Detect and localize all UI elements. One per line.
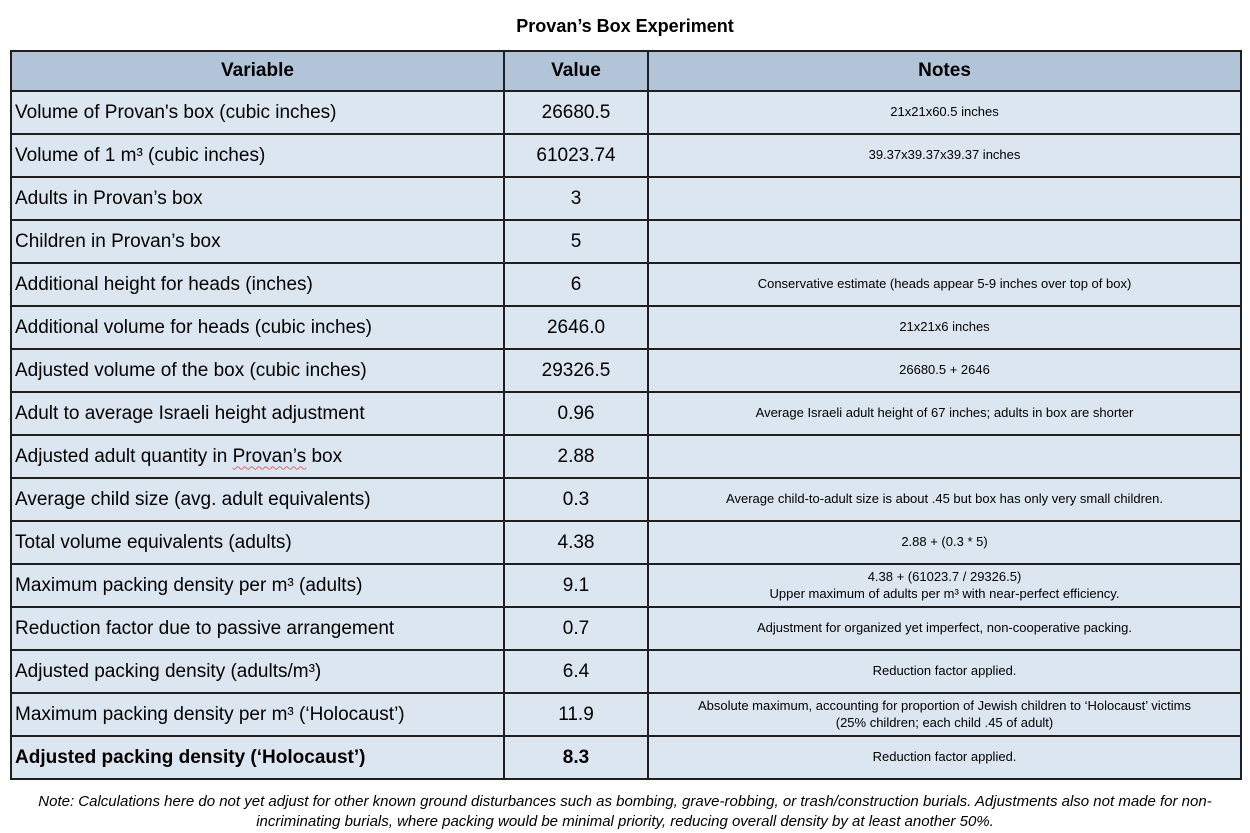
value-cell: 5 bbox=[503, 219, 649, 264]
value-cell: 6.4 bbox=[503, 649, 649, 694]
note-cell bbox=[647, 176, 1242, 221]
value-cell: 26680.5 bbox=[503, 90, 649, 135]
table-row: Additional volume for heads (cubic inche… bbox=[10, 305, 1242, 350]
value-cell: 0.3 bbox=[503, 477, 649, 522]
variable-cell: Adjusted volume of the box (cubic inches… bbox=[10, 348, 505, 393]
table-row: Maximum packing density per m³ (‘Holocau… bbox=[10, 692, 1242, 737]
value-cell: 4.38 bbox=[503, 520, 649, 565]
misspelled-word: Provan’s bbox=[232, 445, 307, 467]
note-cell: Conservative estimate (heads appear 5-9 … bbox=[647, 262, 1242, 307]
variable-cell: Adjusted adult quantity in Provan’s box bbox=[10, 434, 505, 479]
page-title: Provan’s Box Experiment bbox=[516, 16, 734, 36]
note-cell: 26680.5 + 2646 bbox=[647, 348, 1242, 393]
note-cell: 21x21x60.5 inches bbox=[647, 90, 1242, 135]
table-row-total: Adjusted packing density (‘Holocaust’) 8… bbox=[10, 735, 1242, 780]
value-cell: 8.3 bbox=[503, 735, 649, 780]
note-cell bbox=[647, 219, 1242, 264]
value-cell: 0.7 bbox=[503, 606, 649, 651]
table-row: Adult to average Israeli height adjustme… bbox=[10, 391, 1242, 436]
table-row: Additional height for heads (inches) 6 C… bbox=[10, 262, 1242, 307]
value-cell: 11.9 bbox=[503, 692, 649, 737]
column-header-value: Value bbox=[503, 50, 649, 92]
note-cell: 2.88 + (0.3 * 5) bbox=[647, 520, 1242, 565]
note-cell: Average Israeli adult height of 67 inche… bbox=[647, 391, 1242, 436]
note-cell: Reduction factor applied. bbox=[647, 649, 1242, 694]
note-cell: 21x21x6 inches bbox=[647, 305, 1242, 350]
variable-cell: Total volume equivalents (adults) bbox=[10, 520, 505, 565]
note-cell: Absolute maximum, accounting for proport… bbox=[647, 692, 1242, 737]
table-row: Volume of Provan's box (cubic inches) 26… bbox=[10, 90, 1242, 135]
experiment-table: Variable Value Notes Volume of Provan's … bbox=[10, 50, 1242, 780]
variable-cell: Adults in Provan’s box bbox=[10, 176, 505, 221]
variable-cell: Children in Provan’s box bbox=[10, 219, 505, 264]
note-cell: Adjustment for organized yet imperfect, … bbox=[647, 606, 1242, 651]
table-row: Adjusted volume of the box (cubic inches… bbox=[10, 348, 1242, 393]
variable-cell: Maximum packing density per m³ (‘Holocau… bbox=[10, 692, 505, 737]
table-row: Average child size (avg. adult equivalen… bbox=[10, 477, 1242, 522]
variable-cell: Additional height for heads (inches) bbox=[10, 262, 505, 307]
note-line-1: 4.38 + (61023.7 / 29326.5) bbox=[867, 568, 1022, 584]
value-cell: 3 bbox=[503, 176, 649, 221]
variable-cell: Adjusted packing density (adults/m³) bbox=[10, 649, 505, 694]
variable-cell: Average child size (avg. adult equivalen… bbox=[10, 477, 505, 522]
column-header-notes: Notes bbox=[647, 50, 1242, 92]
value-cell: 9.1 bbox=[503, 563, 649, 608]
table-row: Reduction factor due to passive arrangem… bbox=[10, 606, 1242, 651]
variable-cell: Volume of Provan's box (cubic inches) bbox=[10, 90, 505, 135]
note-cell: Average child-to-adult size is about .45… bbox=[647, 477, 1242, 522]
value-cell: 2.88 bbox=[503, 434, 649, 479]
table-row: Adults in Provan’s box 3 bbox=[10, 176, 1242, 221]
footnote: Note: Calculations here do not yet adjus… bbox=[38, 793, 1212, 831]
table-row: Maximum packing density per m³ (adults) … bbox=[10, 563, 1242, 608]
note-line-2: Upper maximum of adults per m³ with near… bbox=[769, 585, 1120, 601]
note-line-2: (25% children; each child .45 of adult) bbox=[835, 714, 1054, 730]
note-cell bbox=[647, 434, 1242, 479]
value-cell: 2646.0 bbox=[503, 305, 649, 350]
value-cell: 29326.5 bbox=[503, 348, 649, 393]
variable-text: Adjusted adult quantity in bbox=[15, 445, 233, 467]
variable-text: box bbox=[306, 445, 343, 467]
table-row: Adjusted packing density (adults/m³) 6.4… bbox=[10, 649, 1242, 694]
table-row: Volume of 1 m³ (cubic inches) 61023.74 3… bbox=[10, 133, 1242, 178]
variable-cell: Maximum packing density per m³ (adults) bbox=[10, 563, 505, 608]
column-header-variable: Variable bbox=[10, 50, 505, 92]
header-row: Variable Value Notes bbox=[10, 50, 1242, 92]
table-row: Total volume equivalents (adults) 4.38 2… bbox=[10, 520, 1242, 565]
note-cell: 39.37x39.37x39.37 inches bbox=[647, 133, 1242, 178]
table-row: Adjusted adult quantity in Provan’s box … bbox=[10, 434, 1242, 479]
value-cell: 61023.74 bbox=[503, 133, 649, 178]
variable-cell: Adult to average Israeli height adjustme… bbox=[10, 391, 505, 436]
table-row: Children in Provan’s box 5 bbox=[10, 219, 1242, 264]
variable-cell: Adjusted packing density (‘Holocaust’) bbox=[10, 735, 505, 780]
note-cell: 4.38 + (61023.7 / 29326.5) Upper maximum… bbox=[647, 563, 1242, 608]
variable-cell: Reduction factor due to passive arrangem… bbox=[10, 606, 505, 651]
value-cell: 0.96 bbox=[503, 391, 649, 436]
value-cell: 6 bbox=[503, 262, 649, 307]
variable-cell: Additional volume for heads (cubic inche… bbox=[10, 305, 505, 350]
note-cell: Reduction factor applied. bbox=[647, 735, 1242, 780]
note-line-1: Absolute maximum, accounting for proport… bbox=[697, 697, 1191, 713]
variable-cell: Volume of 1 m³ (cubic inches) bbox=[10, 133, 505, 178]
